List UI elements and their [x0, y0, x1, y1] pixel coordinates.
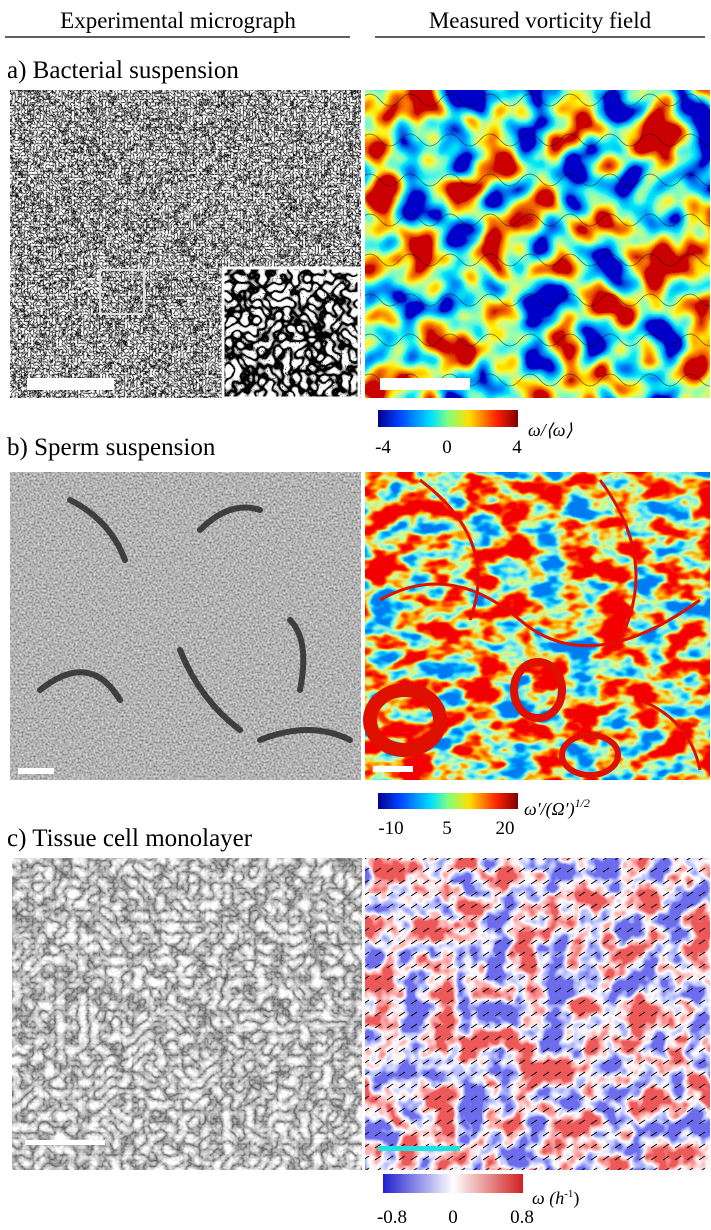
colorbar-label: ω/⟨ω⟩	[528, 420, 572, 440]
scale-bar	[25, 1140, 105, 1145]
colorbar-tick: 0.8	[510, 1207, 534, 1228]
micrograph	[10, 472, 361, 780]
panel-label: c) Tissue cell monolayer	[7, 825, 253, 852]
colorbar-label: ω (h-1)	[532, 1188, 579, 1209]
scale-bar	[27, 378, 114, 390]
colorbar-tick: 0	[448, 1207, 458, 1228]
column-header: Experimental micrograph	[60, 8, 296, 33]
colorbar-tick: -0.8	[377, 1207, 407, 1228]
colorbar-tick: 4	[512, 437, 522, 458]
column-header: Measured vorticity field	[429, 8, 652, 33]
panel-label: a) Bacterial suspension	[7, 57, 239, 84]
inset	[223, 268, 359, 398]
colorbar-label-text: ω (h	[532, 1188, 564, 1209]
colorbar-label-sup: 1/2	[575, 796, 590, 810]
colorbar-label-end: )	[573, 1188, 579, 1209]
colorbar-tick: -4	[375, 437, 391, 458]
colorbar	[378, 793, 518, 809]
scale-bar	[380, 378, 470, 390]
panel-label: b) Sperm suspension	[7, 434, 216, 461]
colorbar-label: ω′/(Ω′)1/2	[524, 796, 590, 820]
colorbar-label-sup: -1	[564, 1188, 573, 1200]
colorbar-tick: -10	[378, 818, 403, 839]
micrograph	[12, 858, 362, 1170]
colorbar-tick: 5	[442, 818, 452, 839]
colorbar	[378, 410, 518, 427]
scale-bar	[373, 766, 413, 772]
streamlines	[365, 90, 710, 398]
colorbar-tick: 0	[442, 437, 452, 458]
scale-bar	[18, 768, 54, 774]
figure: Experimental micrograph Measured vortici…	[0, 0, 711, 1230]
colorbar-tick: 20	[496, 818, 515, 839]
colorbar	[383, 1174, 523, 1193]
scale-bar	[378, 1146, 460, 1151]
colorbar-label-text: ω′/(Ω′)	[524, 799, 575, 820]
velocity-arrows	[365, 858, 710, 1170]
